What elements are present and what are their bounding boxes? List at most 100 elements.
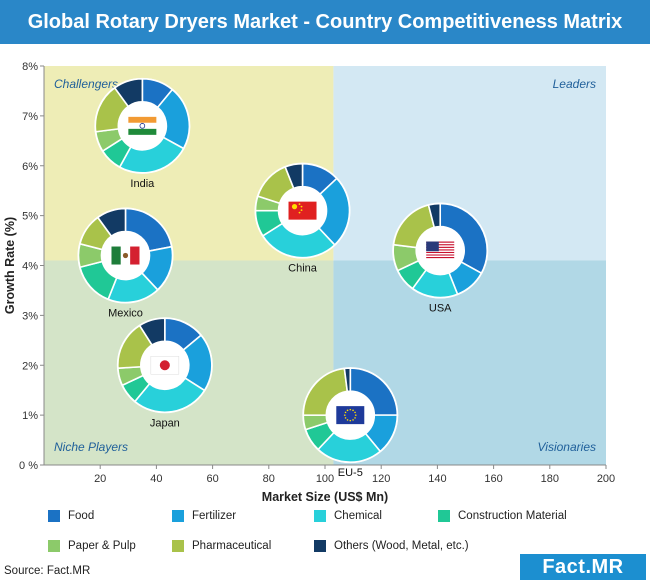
quadrant-label-challengers: Challengers <box>54 77 118 91</box>
flag-part <box>426 255 455 257</box>
flag-part <box>336 406 365 425</box>
country-label-china: China <box>288 263 318 275</box>
legend-swatch <box>172 510 184 522</box>
x-tick-label: 140 <box>428 473 446 485</box>
flag-part <box>426 256 455 259</box>
source-note: Source: Fact.MR <box>4 565 91 577</box>
legend-item-construction-material: Construction Material <box>438 510 567 522</box>
y-tick-label: 4% <box>22 261 38 273</box>
flag-part <box>354 411 356 414</box>
flag-part <box>298 203 301 206</box>
flag-part <box>291 204 298 210</box>
quadrant-label-visionaries: Visionaries <box>538 440 596 454</box>
legend-item-pharmaceutical: Pharmaceutical <box>172 540 271 552</box>
donut-china: China <box>254 162 351 275</box>
donut-mexico: Mexico <box>77 207 174 320</box>
flag-part <box>426 241 455 243</box>
x-tick-label: 180 <box>541 473 559 485</box>
flag-part <box>426 254 455 256</box>
flag-part <box>426 253 455 255</box>
flag-india-icon <box>128 116 157 135</box>
quadrant-label-leaders: Leaders <box>553 77 596 91</box>
legend-item-paper-pulp: Paper & Pulp <box>48 540 136 552</box>
flag-part <box>346 409 349 412</box>
y-tick-label: 3% <box>22 310 38 322</box>
legend-label: Pharmaceutical <box>192 540 272 552</box>
x-tick-label: 100 <box>316 473 334 485</box>
flag-part <box>128 122 157 129</box>
chart-title: Global Rotary Dryers Market - Country Co… <box>0 0 650 44</box>
flag-part <box>349 408 352 411</box>
legend-label: Food <box>68 510 95 522</box>
y-tick-label: 7% <box>22 111 38 123</box>
legend-swatch <box>48 540 60 552</box>
flag-part <box>426 247 455 250</box>
x-tick-label: 60 <box>206 473 218 485</box>
y-tick-label: 2% <box>22 360 38 372</box>
donut-japan: Japan <box>116 317 213 429</box>
flag-part <box>300 209 303 212</box>
flag-part <box>426 241 439 252</box>
competitiveness-matrix-chart: Challengers Leaders Niche Players Visionari… <box>3 61 615 504</box>
flag-part <box>426 245 455 247</box>
legend-item-fertilizer: Fertilizer <box>172 510 236 522</box>
x-tick-label: 20 <box>94 473 106 485</box>
donut-eu-5: EU-5 <box>302 367 399 479</box>
x-axis-title: Market Size (US$ Mn) <box>262 490 388 504</box>
flag-part <box>426 246 455 248</box>
flag-part <box>139 123 146 129</box>
legend-swatch <box>48 510 60 522</box>
flag-part <box>352 409 354 412</box>
donut-india: India <box>94 77 191 190</box>
legend-swatch <box>172 540 184 552</box>
y-axis-title: Growth Rate (%) <box>3 217 17 314</box>
flag-japan-icon <box>150 356 180 375</box>
country-label-india: India <box>130 178 155 190</box>
country-label-eu-5: EU-5 <box>338 467 363 479</box>
flag-eu-icon <box>336 406 365 425</box>
flag-mexico-icon <box>111 246 140 265</box>
legend-item-food: Food <box>48 510 94 522</box>
flag-part <box>288 201 317 220</box>
country-label-japan: Japan <box>150 417 180 429</box>
flag-part <box>343 414 346 416</box>
flag-part <box>354 414 357 416</box>
flag-part <box>426 250 455 252</box>
flag-part <box>426 249 455 251</box>
y-tick-label: 8% <box>22 61 38 73</box>
y-tick-label: 6% <box>22 161 38 173</box>
quadrant-label-niche-players: Niche Players <box>54 440 128 454</box>
flag-part <box>128 116 157 123</box>
flag-china-icon <box>288 201 317 220</box>
flag-part <box>426 244 455 246</box>
flag-part <box>122 252 129 259</box>
flag-part <box>349 419 352 422</box>
legend-label: Chemical <box>334 510 382 522</box>
flag-part <box>346 419 349 421</box>
x-tick-label: 120 <box>372 473 390 485</box>
legend-swatch <box>438 510 450 522</box>
flag-part <box>298 211 301 214</box>
legend-label: Construction Material <box>458 510 567 522</box>
x-tick-label: 200 <box>597 473 615 485</box>
flag-part <box>426 242 455 245</box>
flag-part <box>352 419 354 421</box>
flag-part <box>111 246 121 265</box>
x-tick-label: 40 <box>150 473 162 485</box>
legend-swatch <box>314 510 326 522</box>
x-tick-label: 80 <box>263 473 275 485</box>
x-tick-label: 160 <box>484 473 502 485</box>
flag-part <box>354 417 356 419</box>
flag-part <box>130 246 140 265</box>
flag-part <box>344 417 347 419</box>
flag-part <box>426 258 455 260</box>
flag-part <box>344 411 347 414</box>
country-label-mexico: Mexico <box>108 308 143 320</box>
flag-usa-icon <box>426 241 455 260</box>
y-tick-label: 0 % <box>19 460 38 472</box>
flag-part <box>300 205 303 208</box>
legend-label: Others (Wood, Metal, etc.) <box>334 540 469 552</box>
legend-label: Fertilizer <box>192 510 237 522</box>
flag-part <box>159 360 170 371</box>
y-tick-label: 1% <box>22 410 38 422</box>
